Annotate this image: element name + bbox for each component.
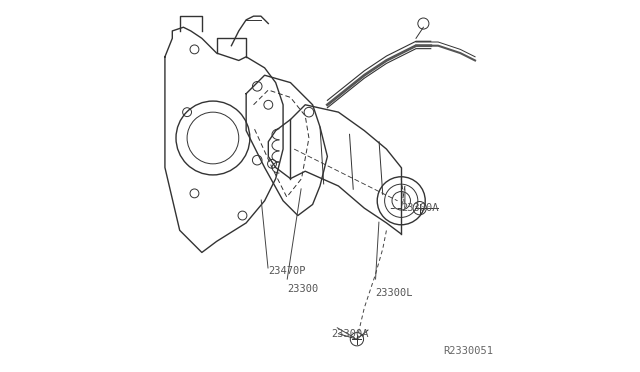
Text: 23300L: 23300L <box>376 288 413 298</box>
Text: 23470P: 23470P <box>268 266 306 276</box>
Text: R2330051: R2330051 <box>444 346 493 356</box>
Text: 23300A: 23300A <box>331 329 369 339</box>
Text: 23300: 23300 <box>287 284 318 294</box>
Text: 23300A: 23300A <box>401 203 439 213</box>
